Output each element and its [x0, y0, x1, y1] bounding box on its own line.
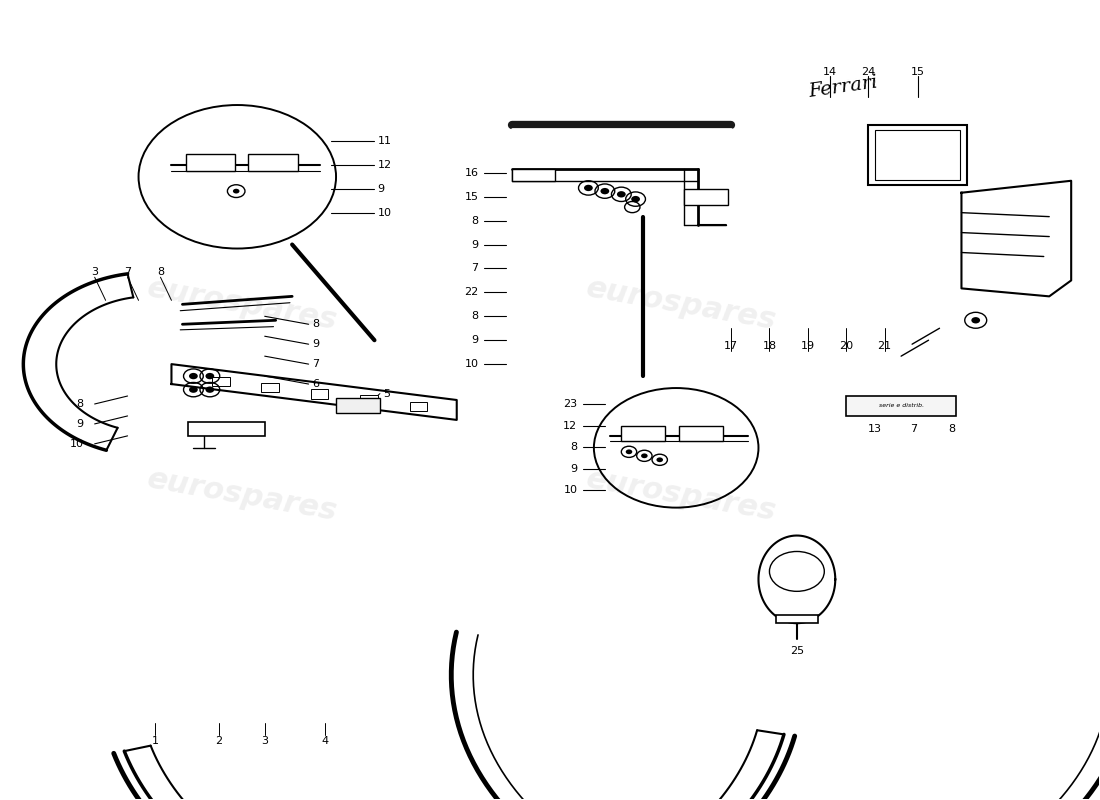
- Text: 15: 15: [911, 66, 925, 77]
- Text: 8: 8: [948, 425, 955, 434]
- Bar: [188, 422, 265, 436]
- Polygon shape: [172, 364, 456, 420]
- Circle shape: [206, 386, 214, 393]
- Circle shape: [617, 191, 626, 198]
- Text: 12: 12: [377, 160, 392, 170]
- Text: 10: 10: [377, 208, 392, 218]
- Text: 16: 16: [464, 168, 478, 178]
- Text: 8: 8: [570, 442, 578, 452]
- Text: 14: 14: [823, 66, 837, 77]
- Text: 2: 2: [216, 736, 222, 746]
- Circle shape: [769, 551, 824, 591]
- Text: 3: 3: [91, 267, 98, 278]
- Circle shape: [601, 188, 609, 194]
- Text: 6: 6: [312, 379, 319, 389]
- Text: 10: 10: [464, 359, 478, 369]
- Text: 22: 22: [464, 287, 478, 298]
- Text: 12: 12: [563, 421, 578, 430]
- Text: eurospares: eurospares: [145, 274, 340, 335]
- Bar: [868, 125, 967, 185]
- Bar: [874, 130, 960, 180]
- Text: 3: 3: [261, 736, 268, 746]
- Circle shape: [971, 317, 980, 323]
- Bar: [512, 169, 556, 181]
- Circle shape: [641, 454, 648, 458]
- Text: eurospares: eurospares: [584, 274, 779, 335]
- Text: 9: 9: [472, 239, 478, 250]
- Bar: [212, 377, 230, 386]
- Text: 4: 4: [321, 736, 329, 746]
- Bar: [360, 395, 377, 405]
- Bar: [846, 396, 956, 416]
- Text: 9: 9: [77, 419, 84, 429]
- Text: 20: 20: [839, 341, 854, 350]
- Text: 5: 5: [383, 389, 390, 398]
- Text: 9: 9: [312, 339, 319, 349]
- Text: 25: 25: [790, 646, 804, 656]
- Bar: [336, 398, 380, 413]
- Bar: [409, 402, 427, 411]
- Bar: [621, 426, 665, 442]
- Bar: [776, 615, 817, 623]
- Text: 24: 24: [861, 66, 876, 77]
- Bar: [680, 426, 724, 442]
- Circle shape: [189, 386, 198, 393]
- Text: 18: 18: [762, 341, 777, 350]
- Text: eurospares: eurospares: [145, 465, 340, 526]
- Bar: [249, 154, 298, 171]
- Text: 9: 9: [472, 335, 478, 346]
- Text: 10: 10: [69, 439, 84, 449]
- Circle shape: [233, 189, 240, 194]
- Text: 13: 13: [868, 425, 882, 434]
- Bar: [186, 154, 235, 171]
- Text: eurospares: eurospares: [584, 465, 779, 526]
- Circle shape: [631, 196, 640, 202]
- Text: 19: 19: [801, 341, 815, 350]
- Text: 7: 7: [910, 425, 916, 434]
- Text: 1: 1: [152, 736, 158, 746]
- Circle shape: [206, 373, 214, 379]
- Bar: [311, 389, 329, 398]
- Text: 15: 15: [464, 192, 478, 202]
- Text: Ferrari: Ferrari: [807, 74, 880, 101]
- Text: 8: 8: [472, 216, 478, 226]
- Circle shape: [657, 458, 663, 462]
- Bar: [684, 189, 728, 205]
- Text: 9: 9: [570, 463, 578, 474]
- Text: 9: 9: [377, 184, 385, 194]
- Bar: [262, 383, 279, 393]
- Text: 17: 17: [724, 341, 738, 350]
- Text: 10: 10: [563, 485, 578, 495]
- Text: 8: 8: [312, 319, 319, 330]
- Polygon shape: [759, 535, 835, 623]
- Circle shape: [189, 373, 198, 379]
- Circle shape: [584, 185, 593, 191]
- Polygon shape: [961, 181, 1071, 296]
- Text: 8: 8: [77, 399, 84, 409]
- Text: serie e distrib.: serie e distrib.: [879, 403, 924, 408]
- Text: 7: 7: [124, 267, 131, 278]
- Text: 8: 8: [157, 267, 164, 278]
- Text: 7: 7: [312, 359, 319, 369]
- Text: 23: 23: [563, 399, 578, 409]
- Text: 11: 11: [377, 136, 392, 146]
- Circle shape: [626, 450, 632, 454]
- Text: 21: 21: [878, 341, 892, 350]
- Text: 8: 8: [472, 311, 478, 322]
- Text: 7: 7: [472, 263, 478, 274]
